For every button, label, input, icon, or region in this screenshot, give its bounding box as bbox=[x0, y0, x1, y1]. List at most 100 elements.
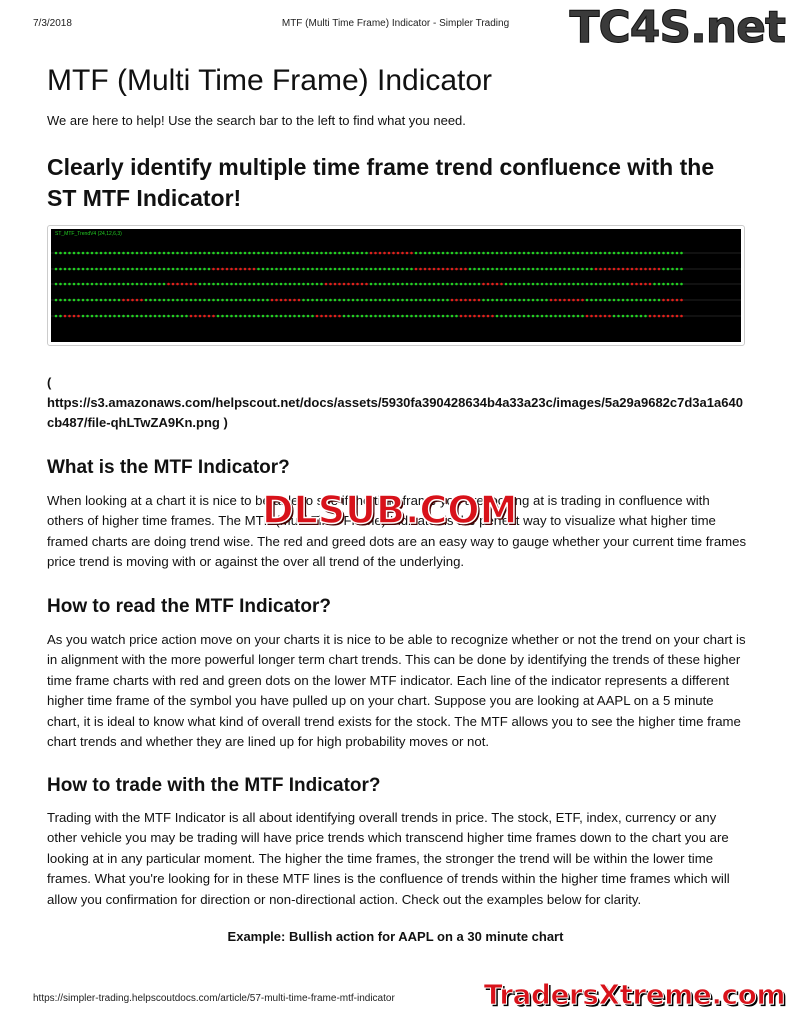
indicator-dot bbox=[257, 314, 260, 318]
indicator-dot bbox=[360, 267, 364, 271]
indicator-dot bbox=[423, 282, 427, 286]
indicator-dot bbox=[455, 282, 458, 286]
indicator-dot bbox=[239, 251, 242, 255]
indicator-dot bbox=[351, 282, 355, 286]
indicator-dot bbox=[248, 267, 251, 271]
indicator-dot bbox=[405, 314, 409, 318]
section-heading: What is the MTF Indicator? bbox=[47, 457, 290, 478]
indicator-dot bbox=[459, 298, 463, 302]
indicator-dot bbox=[401, 314, 404, 318]
indicator-dot bbox=[144, 267, 148, 271]
indicator-dot bbox=[401, 298, 404, 302]
indicator-dot bbox=[590, 298, 593, 302]
indicator-dot bbox=[383, 298, 386, 302]
indicator-dot bbox=[630, 282, 634, 286]
indicator-dot bbox=[333, 314, 337, 318]
indicator-dot bbox=[167, 282, 170, 286]
indicator-dot bbox=[288, 267, 292, 271]
indicator-dot bbox=[113, 282, 116, 286]
indicator-dot bbox=[441, 298, 445, 302]
indicator-dot bbox=[198, 267, 202, 271]
indicator-dot bbox=[275, 314, 278, 318]
indicator-dot bbox=[477, 314, 481, 318]
indicator-dot bbox=[284, 314, 287, 318]
indicator-dot bbox=[59, 298, 62, 302]
indicator-dot bbox=[135, 314, 139, 318]
indicator-dot bbox=[621, 251, 625, 255]
section-heading: How to read the MTF Indicator? bbox=[47, 596, 331, 617]
indicator-dot bbox=[221, 282, 224, 286]
indicator-dot bbox=[518, 267, 521, 271]
indicator-dot bbox=[81, 251, 85, 255]
indicator-dot bbox=[306, 282, 310, 286]
indicator-dot bbox=[252, 282, 256, 286]
section-text: As you watch price action move on your c… bbox=[47, 632, 746, 750]
indicator-dot bbox=[329, 314, 332, 318]
indicator-dot bbox=[527, 267, 530, 271]
print-url: https://simpler-trading.helpscoutdocs.co… bbox=[33, 993, 395, 1004]
indicator-dot bbox=[117, 314, 121, 318]
indicator-dot bbox=[221, 251, 224, 255]
indicator-dot bbox=[284, 267, 287, 271]
indicator-dot bbox=[630, 267, 634, 271]
indicator-image: ST_MTF_TrendV4 (24,12,6,3) bbox=[47, 225, 745, 346]
indicator-dot bbox=[248, 298, 251, 302]
indicator-dot bbox=[392, 314, 395, 318]
indicator-dot bbox=[428, 282, 431, 286]
indicator-dot bbox=[563, 251, 566, 255]
indicator-dot bbox=[171, 282, 175, 286]
indicator-dot bbox=[221, 314, 224, 318]
indicator-dot bbox=[590, 251, 593, 255]
indicator-dot bbox=[468, 282, 472, 286]
indicator-dot bbox=[207, 298, 211, 302]
indicator-dot bbox=[356, 298, 359, 302]
section-heading: How to trade with the MTF Indicator? bbox=[47, 775, 381, 796]
indicator-dot bbox=[549, 298, 553, 302]
indicator-dot bbox=[464, 282, 467, 286]
indicator-dot bbox=[104, 267, 107, 271]
indicator-dot bbox=[95, 282, 98, 286]
indicator-dot bbox=[221, 267, 224, 271]
indicator-dot bbox=[252, 267, 256, 271]
indicator-dot bbox=[455, 298, 458, 302]
indicator-dot bbox=[266, 314, 269, 318]
indicator-dot bbox=[486, 282, 490, 286]
indicator-dot bbox=[482, 314, 485, 318]
indicator-dot bbox=[630, 314, 634, 318]
indicator-dot bbox=[293, 298, 296, 302]
indicator-dot bbox=[599, 298, 602, 302]
indicator-dot bbox=[59, 282, 62, 286]
indicator-dot bbox=[185, 314, 188, 318]
indicator-dot bbox=[680, 267, 683, 271]
indicator-dot bbox=[288, 282, 292, 286]
indicator-dot bbox=[279, 314, 283, 318]
indicator-dot bbox=[329, 282, 332, 286]
indicator-dot bbox=[572, 251, 575, 255]
indicator-dot bbox=[671, 251, 674, 255]
indicator-dot bbox=[153, 298, 157, 302]
indicator-dot bbox=[122, 267, 125, 271]
indicator-dot bbox=[68, 282, 71, 286]
indicator-dot bbox=[441, 251, 445, 255]
indicator-dot bbox=[558, 314, 562, 318]
indicator-dot bbox=[270, 251, 274, 255]
indicator-dot bbox=[468, 298, 472, 302]
indicator-dot bbox=[585, 251, 589, 255]
indicator-dot bbox=[423, 314, 427, 318]
indicator-dot bbox=[626, 282, 629, 286]
indicator-dot bbox=[482, 298, 485, 302]
indicator-dot bbox=[131, 314, 134, 318]
indicator-dot bbox=[149, 298, 152, 302]
indicator-dot bbox=[275, 282, 278, 286]
indicator-dot bbox=[509, 251, 512, 255]
indicator-dot bbox=[513, 282, 517, 286]
indicator-dot bbox=[63, 267, 67, 271]
indicator-dot bbox=[374, 314, 377, 318]
indicator-dot bbox=[99, 314, 103, 318]
indicator-dot bbox=[567, 267, 571, 271]
indicator-dot bbox=[572, 298, 575, 302]
indicator-dot bbox=[590, 267, 593, 271]
indicator-dot bbox=[540, 298, 544, 302]
indicator-dot bbox=[378, 251, 382, 255]
indicator-dot bbox=[378, 298, 382, 302]
